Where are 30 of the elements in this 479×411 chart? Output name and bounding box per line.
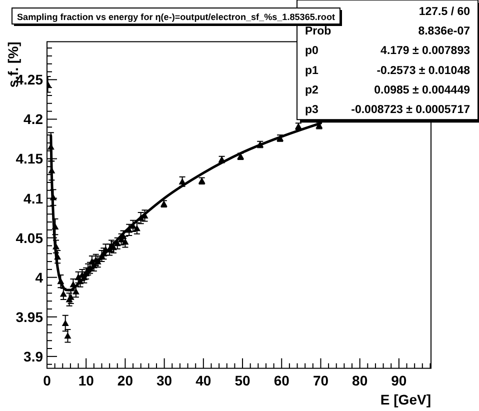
- annotation: 4.179 ± 0.007893: [380, 45, 470, 58]
- text: 127.5 / 60: [418, 6, 470, 18]
- chart-title: Sampling fraction vs energy for η(e-)=output/electron_sf_%s_1.85365.root: [17, 12, 335, 22]
- x-tick-label: 0: [43, 372, 52, 388]
- y-tick-label: 4.2: [24, 111, 44, 128]
- x-tick-label: 50: [234, 372, 251, 388]
- annotation: p1: [305, 64, 320, 77]
- x-axis-title: E [GeV]: [380, 391, 431, 408]
- x-tick-label: 70: [312, 372, 329, 388]
- y-tick-label: 3.95: [16, 308, 44, 325]
- x-tick-label: 20: [117, 372, 134, 388]
- y-tick-label: 4.1: [24, 190, 44, 206]
- text: Prob: [305, 26, 332, 38]
- annotation: p3: [305, 104, 318, 116]
- y-tick-label: 4: [35, 269, 44, 286]
- annotation: 0.0985 ± 0.004449: [374, 84, 470, 96]
- x-tick-label: 40: [196, 372, 212, 388]
- y-tick-label: 4.05: [16, 230, 44, 246]
- x-tick-label: 30: [156, 372, 172, 388]
- x-tick-label: 10: [78, 372, 94, 388]
- annotation: -0.008723 ± 0.0005717: [351, 104, 470, 116]
- text: 8.836e-07: [418, 26, 470, 38]
- annotation: -0.2573 ± 0.01048: [376, 64, 471, 77]
- x-tick-label: 60: [274, 372, 290, 388]
- y-tick-label: 4.15: [16, 150, 44, 167]
- y-tick-label: 3.9: [24, 348, 44, 364]
- annotation: p0: [305, 45, 318, 58]
- x-tick-label: 90: [391, 372, 407, 388]
- x-tick-label: 80: [352, 372, 368, 388]
- annotation: p2: [305, 84, 318, 96]
